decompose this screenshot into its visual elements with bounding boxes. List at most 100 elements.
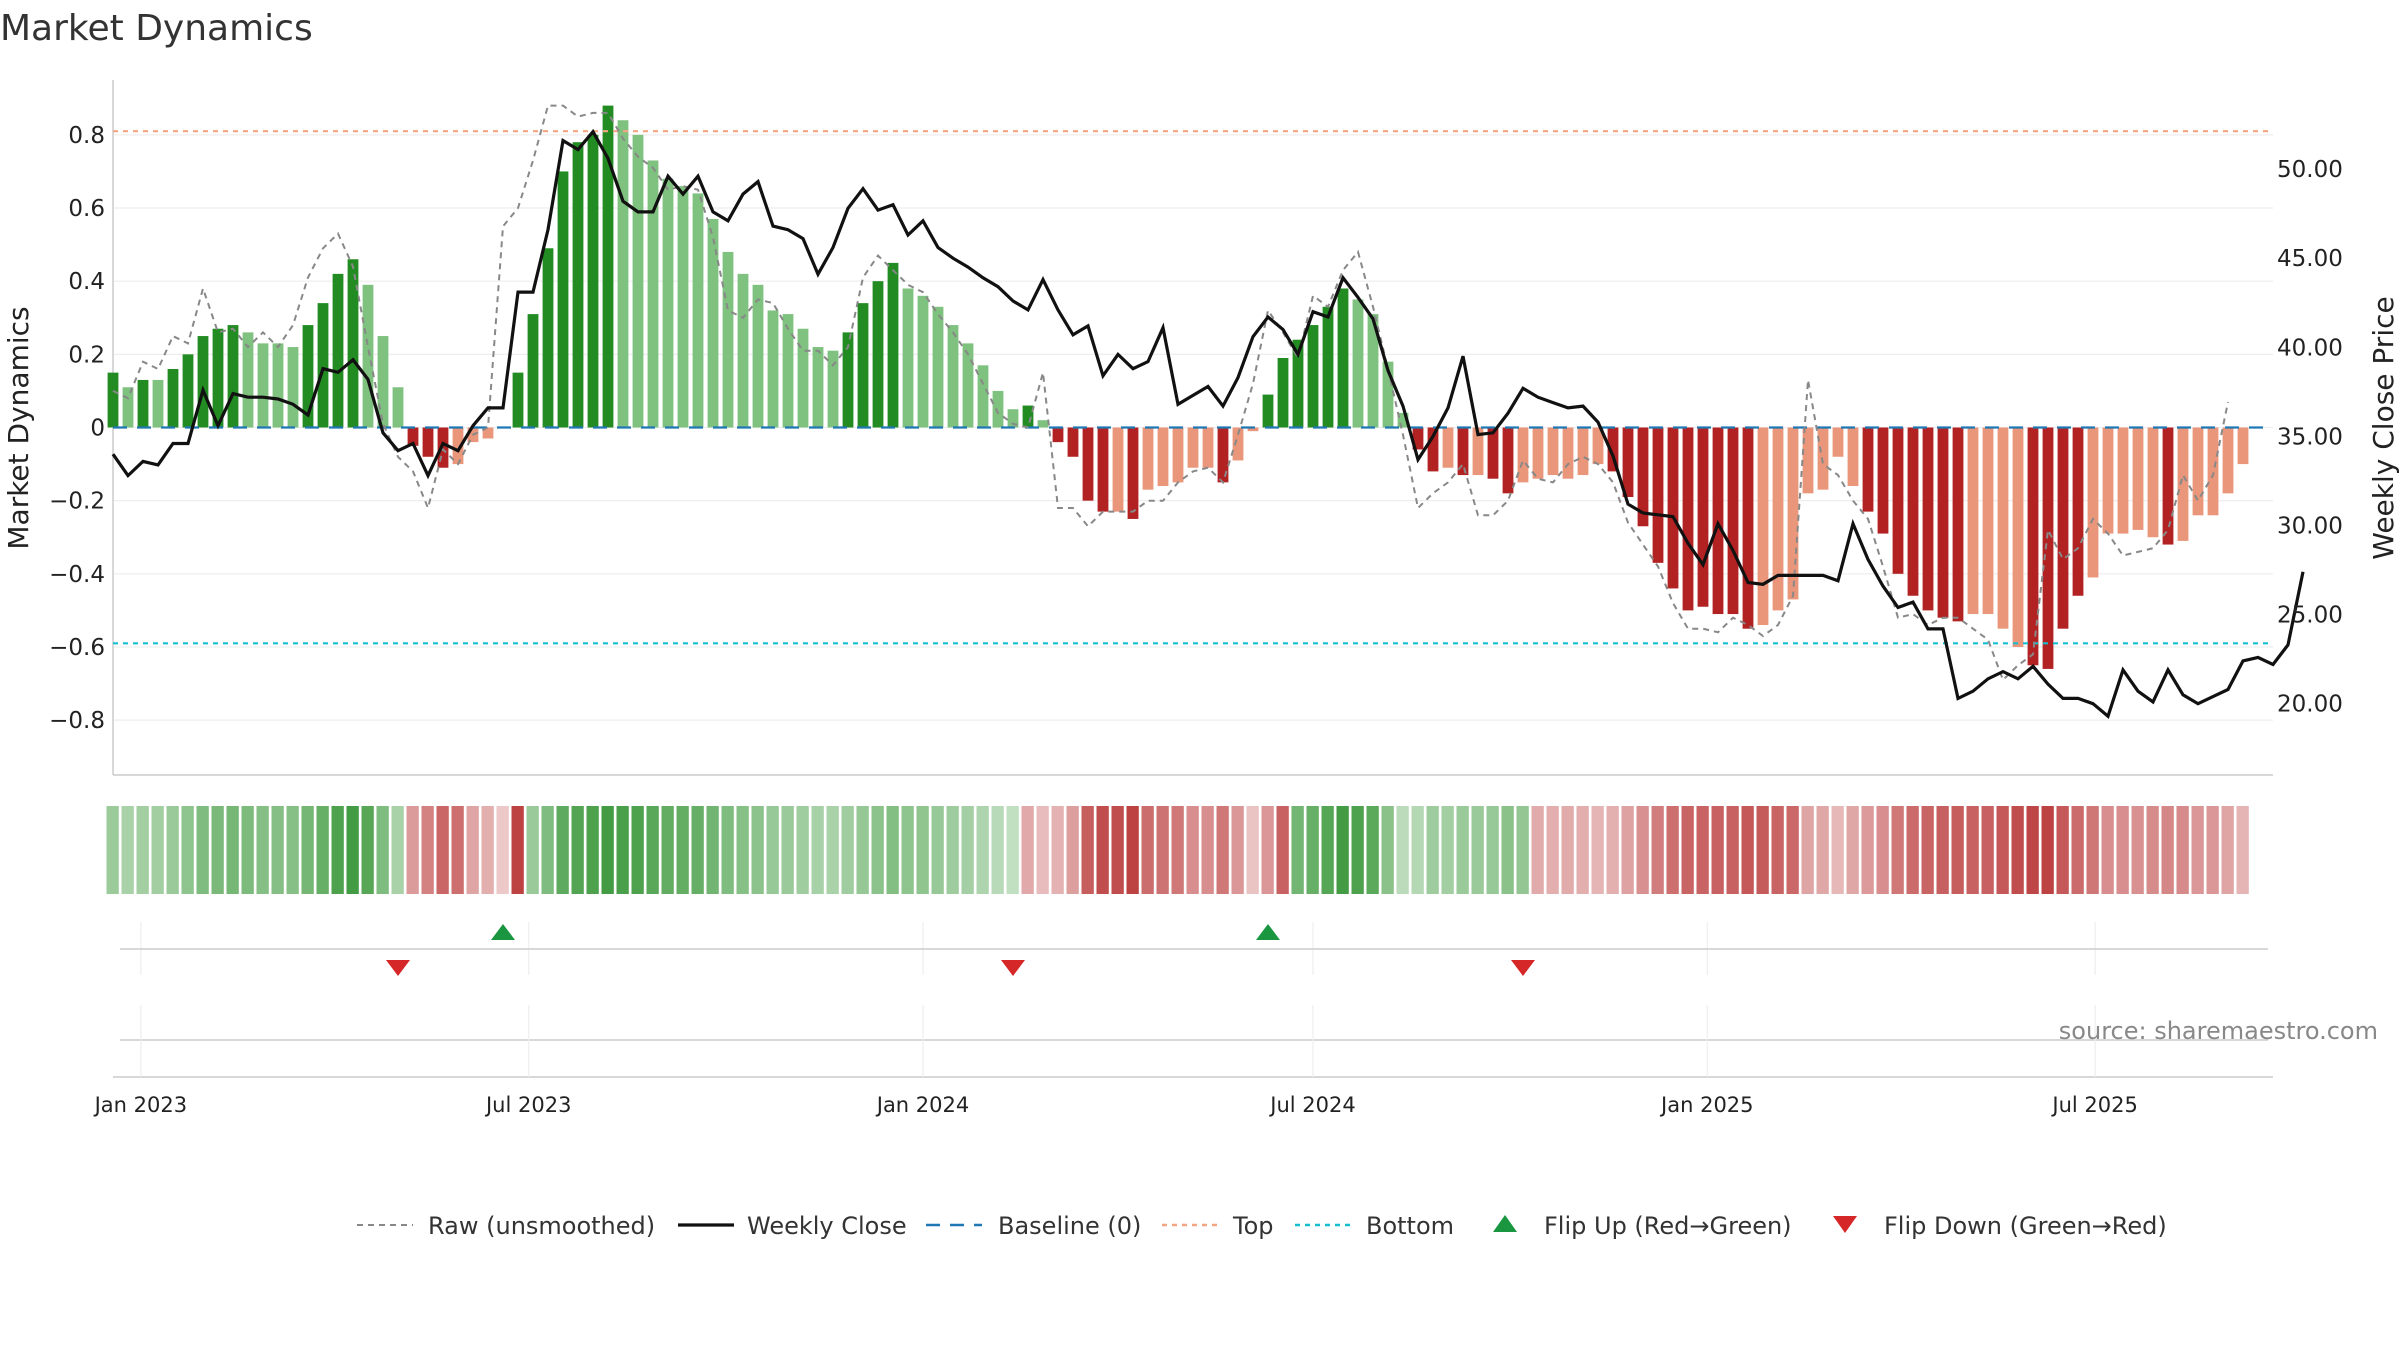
regime-strip-cell xyxy=(1861,806,1874,894)
regime-strip-cell xyxy=(691,806,704,894)
regime-strip-cell xyxy=(481,806,494,894)
regime-strip-cell xyxy=(916,806,929,894)
dynamics-bar xyxy=(1667,427,1679,589)
regime-strip-cell xyxy=(406,806,419,894)
dynamics-bar xyxy=(2147,427,2159,538)
dynamics-bar xyxy=(242,332,254,428)
lower-panel-gridlines xyxy=(113,922,2273,1078)
legend-item-flip-up: Flip Up (Red→Green) xyxy=(1493,1212,1792,1240)
regime-strip-cell xyxy=(1906,806,1919,894)
dynamics-bar xyxy=(1307,325,1319,428)
regime-strip-cell xyxy=(1696,806,1709,894)
regime-strip-cell xyxy=(1351,806,1364,894)
dynamics-bar xyxy=(1832,427,1844,457)
regime-strip-cell xyxy=(1111,806,1124,894)
regime-strip-cell xyxy=(301,806,314,894)
left-y-tick-label: 0.4 xyxy=(68,269,105,295)
dynamics-bar xyxy=(977,365,989,428)
dynamics-bar xyxy=(1547,427,1559,476)
dynamics-bar xyxy=(572,142,584,428)
regime-strip-cell xyxy=(901,806,914,894)
dynamics-bar xyxy=(1277,358,1289,428)
dynamics-bar xyxy=(512,372,524,428)
dynamics-bar xyxy=(2102,427,2114,534)
dynamics-bar xyxy=(152,379,164,428)
regime-strip-cell xyxy=(526,806,539,894)
regime-strip-cell xyxy=(181,806,194,894)
regime-strip-cell xyxy=(496,806,509,894)
dynamics-bar xyxy=(662,178,674,428)
regime-strip-cell xyxy=(1756,806,1769,894)
flip-down-marker xyxy=(1511,960,1535,976)
regime-strip-cell xyxy=(1066,806,1079,894)
regime-strip-cell xyxy=(1081,806,1094,894)
left-y-tick-label: −0.6 xyxy=(49,635,105,661)
dynamics-bar xyxy=(917,295,929,428)
dynamics-bar xyxy=(2207,427,2219,516)
dynamics-bar xyxy=(2222,427,2234,494)
dynamics-bar xyxy=(107,372,119,428)
dynamics-bar xyxy=(287,347,299,428)
x-tick-label: Jan 2023 xyxy=(93,1093,188,1117)
dynamics-bar xyxy=(542,248,554,428)
regime-strip-cell xyxy=(1891,806,1904,894)
dynamics-bar xyxy=(647,160,659,428)
regime-strip-cell xyxy=(196,806,209,894)
dynamics-bar xyxy=(1757,427,1769,626)
regime-strip-cell xyxy=(2071,806,2084,894)
dynamics-bar xyxy=(1637,427,1649,527)
weekly-close-series xyxy=(111,128,2305,719)
dynamics-bar xyxy=(1427,427,1439,472)
dynamics-bar xyxy=(1517,427,1529,483)
regime-strip-cell xyxy=(1936,806,1949,894)
regime-strip-cell xyxy=(1981,806,1994,894)
dynamics-bar xyxy=(1967,427,1979,615)
regime-strip-cell xyxy=(1531,806,1544,894)
dynamics-bar xyxy=(1952,427,1964,622)
dynamics-bar xyxy=(1652,427,1664,563)
regime-strip-cell xyxy=(886,806,899,894)
x-tick-label: Jul 2025 xyxy=(2050,1093,2137,1117)
dynamics-bar xyxy=(1037,420,1049,428)
regime-strip-cell xyxy=(2236,806,2249,894)
legend-label: Bottom xyxy=(1366,1212,1454,1240)
regime-strip-cell xyxy=(1006,806,1019,894)
dynamics-bar xyxy=(1442,427,1454,468)
dynamics-bar xyxy=(932,306,944,428)
regime-strip-cell xyxy=(1876,806,1889,894)
regime-strip-cell xyxy=(1366,806,1379,894)
dynamics-bar xyxy=(1367,314,1379,428)
dynamics-bar xyxy=(1052,427,1064,443)
left-y-tick-label: −0.4 xyxy=(49,562,105,588)
legend-item-top: Top xyxy=(1162,1212,1274,1240)
x-tick-label: Jul 2024 xyxy=(1268,1093,1355,1117)
raw-unsmoothed-series xyxy=(112,104,2229,682)
dynamics-bar xyxy=(617,120,629,428)
regime-strip-cell xyxy=(1486,806,1499,894)
dynamics-bar xyxy=(632,134,644,428)
right-y-tick-label: 45.00 xyxy=(2277,246,2343,272)
dynamics-bar xyxy=(1232,427,1244,461)
dynamics-bar xyxy=(1862,427,1874,512)
regime-strip-cell xyxy=(856,806,869,894)
right-y-axis-label: Weekly Close Price xyxy=(2367,296,2400,559)
regime-strip-cell xyxy=(556,806,569,894)
dynamics-bar xyxy=(1292,339,1304,428)
dynamics-bar xyxy=(2132,427,2144,530)
regime-strip-cell xyxy=(211,806,224,894)
dynamics-bar xyxy=(557,171,569,428)
dynamics-bar xyxy=(1982,427,1994,615)
dynamics-bar xyxy=(1472,427,1484,476)
flip-up-marker xyxy=(1256,924,1280,940)
regime-strip-cell xyxy=(226,806,239,894)
regime-strip-cell xyxy=(1246,806,1259,894)
dynamics-bar xyxy=(797,328,809,428)
dynamics-bar xyxy=(1247,427,1259,432)
dynamics-bar xyxy=(1082,427,1094,501)
dynamics-bar xyxy=(1577,427,1589,476)
regime-strip-cell xyxy=(571,806,584,894)
regime-strip-cell xyxy=(286,806,299,894)
dynamics-bar xyxy=(1787,427,1799,600)
regime-strip-cell xyxy=(1996,806,2009,894)
dynamics-bar xyxy=(482,427,494,439)
